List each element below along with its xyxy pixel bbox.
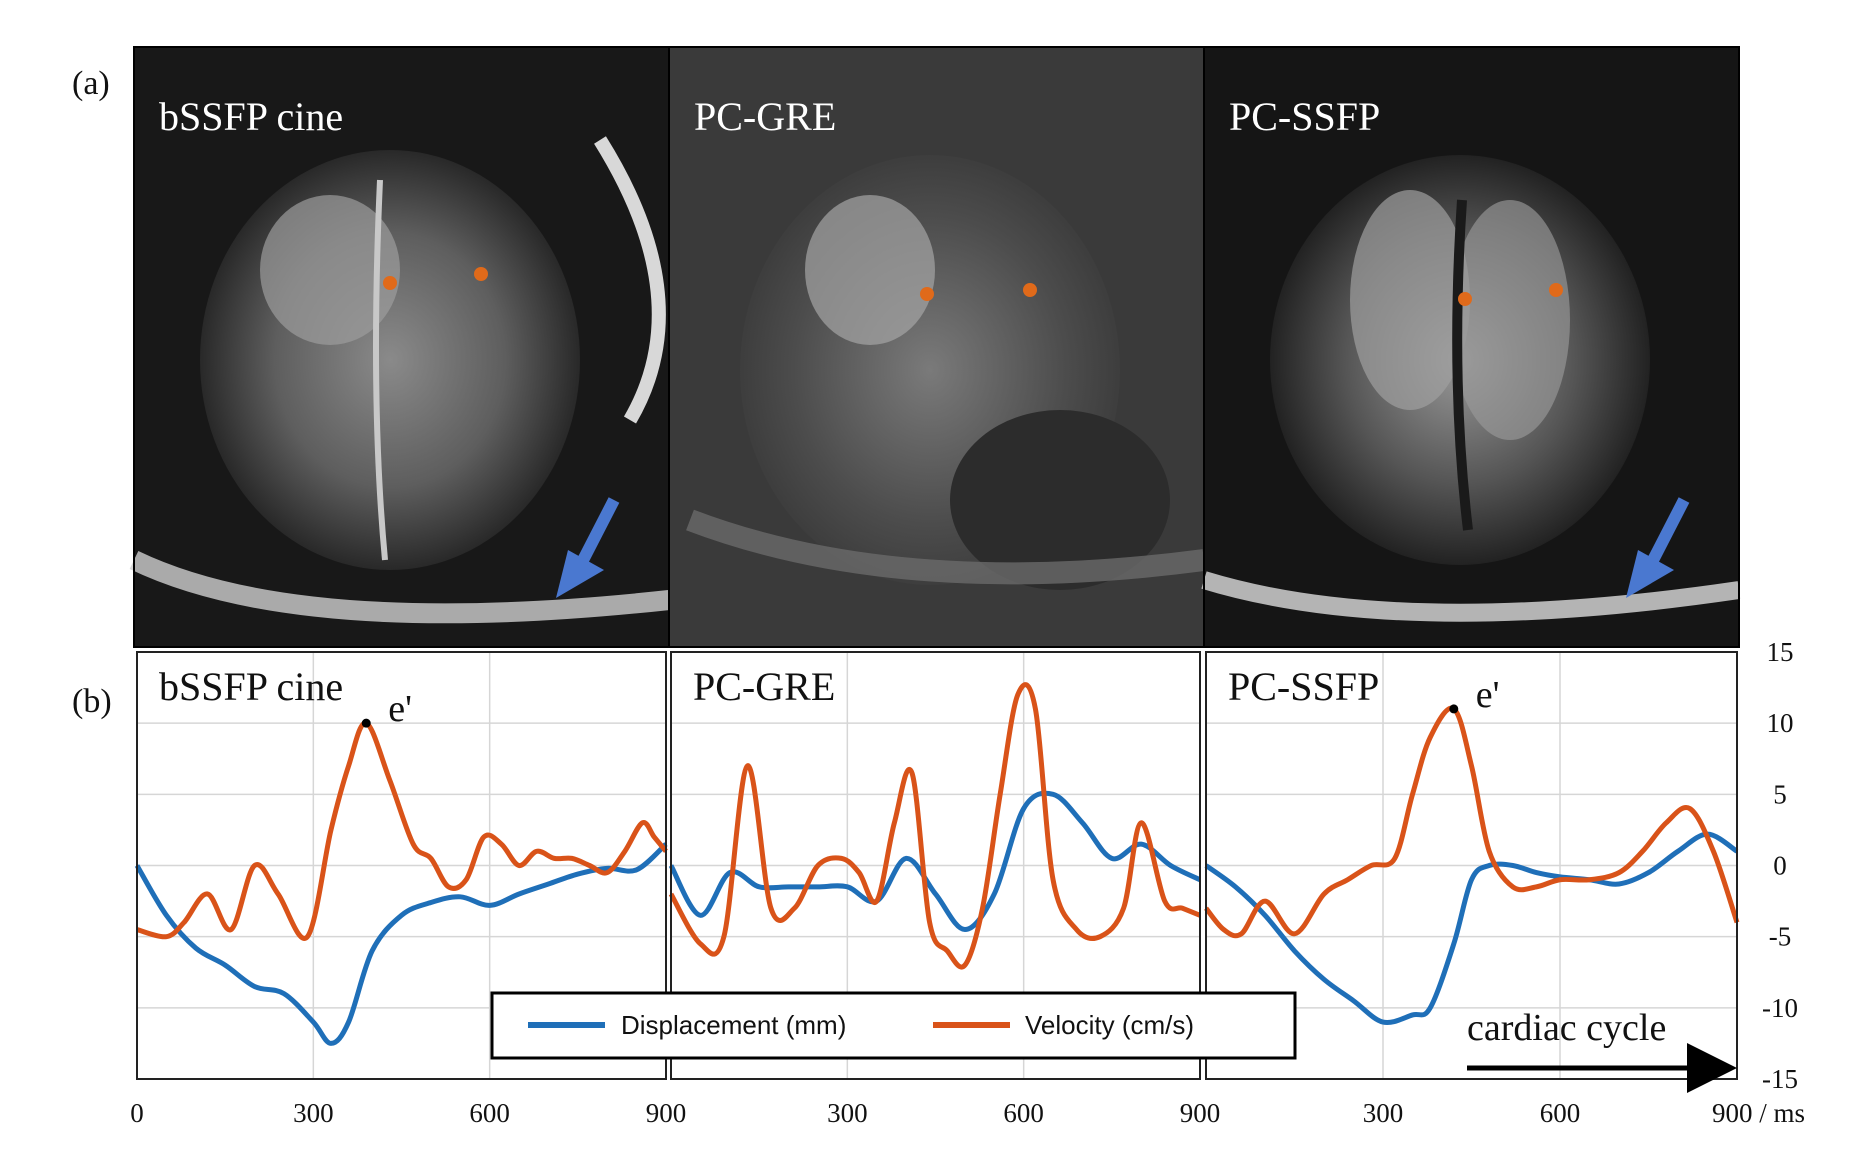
x-tick-label: 600 — [1003, 1098, 1044, 1128]
legend-label-displacement: Displacement (mm) — [621, 1010, 846, 1040]
series-line-velocity — [1204, 705, 1740, 939]
peak-label: e' — [388, 688, 412, 730]
legend-label-velocity: Velocity (cm/s) — [1025, 1010, 1194, 1040]
plot-title: bSSFP cine — [159, 664, 343, 709]
y-tick-label: -15 — [1762, 1064, 1798, 1094]
x-tick-label: 600 — [1540, 1098, 1581, 1128]
x-tick-label: 300 — [1363, 1098, 1404, 1128]
peak-label: e' — [1476, 674, 1500, 716]
x-tick-label: 300 — [293, 1098, 334, 1128]
cardiac-cycle-label: cardiac cycle — [1467, 1007, 1666, 1049]
mri-title: bSSFP cine — [159, 94, 343, 139]
landmark-marker — [474, 267, 488, 281]
plot-frame — [670, 651, 1201, 1080]
mri-title: PC-SSFP — [1229, 94, 1380, 139]
plot-title: PC-GRE — [693, 664, 835, 709]
x-tick-label: 600 — [469, 1098, 510, 1128]
landmark-marker — [1023, 283, 1037, 297]
y-tick-label: 15 — [1767, 637, 1794, 667]
landmark-marker — [920, 287, 934, 301]
landmark-marker — [383, 276, 397, 290]
mri-image-pc-ssfp — [1201, 46, 1741, 648]
plot-title: PC-SSFP — [1228, 664, 1379, 709]
mri-image-bssfp — [129, 46, 671, 648]
pointer-arrow-icon — [1626, 497, 1690, 598]
legend: Displacement (mm) Velocity (cm/s) — [490, 991, 1297, 1060]
panel-a-label: (a) — [72, 65, 110, 102]
mri-image-row — [129, 46, 1741, 648]
plot-frame — [1205, 651, 1738, 1080]
pointer-arrow-icon — [556, 497, 620, 598]
series-line-displacement — [134, 842, 668, 1046]
y-tick-label: 5 — [1773, 779, 1787, 809]
x-tick-label: 0 — [130, 1098, 144, 1128]
mri-title: PC-GRE — [694, 94, 836, 139]
peak-marker — [361, 718, 371, 728]
panel-b-label: (b) — [72, 683, 112, 720]
series-line-displacement — [1204, 831, 1739, 1026]
y-tick-label: 10 — [1767, 708, 1794, 738]
peak-marker — [1449, 704, 1459, 714]
x-tick-label: 300 — [827, 1098, 868, 1128]
y-tick-label: -5 — [1769, 922, 1792, 952]
x-tick-label: 900 — [1180, 1098, 1221, 1128]
landmark-marker — [1458, 292, 1472, 306]
series-line-displacement — [668, 790, 1202, 933]
x-tick-label: 900 — [646, 1098, 687, 1128]
legend-box — [490, 991, 1297, 1060]
x-tick-label: 900 / ms — [1712, 1098, 1805, 1128]
y-tick-label: 0 — [1773, 851, 1787, 881]
series-line-velocity — [136, 720, 668, 941]
plot-row: bSSFP cine e' 0 300 600 900 PC-GRE 300 600 900 PC-… — [130, 637, 1805, 1128]
plot-frame — [136, 651, 667, 1080]
mri-image-pc-gre — [668, 46, 1206, 648]
landmark-marker — [1549, 283, 1563, 297]
y-tick-label: -10 — [1762, 993, 1798, 1023]
series-line-velocity — [668, 682, 1201, 970]
